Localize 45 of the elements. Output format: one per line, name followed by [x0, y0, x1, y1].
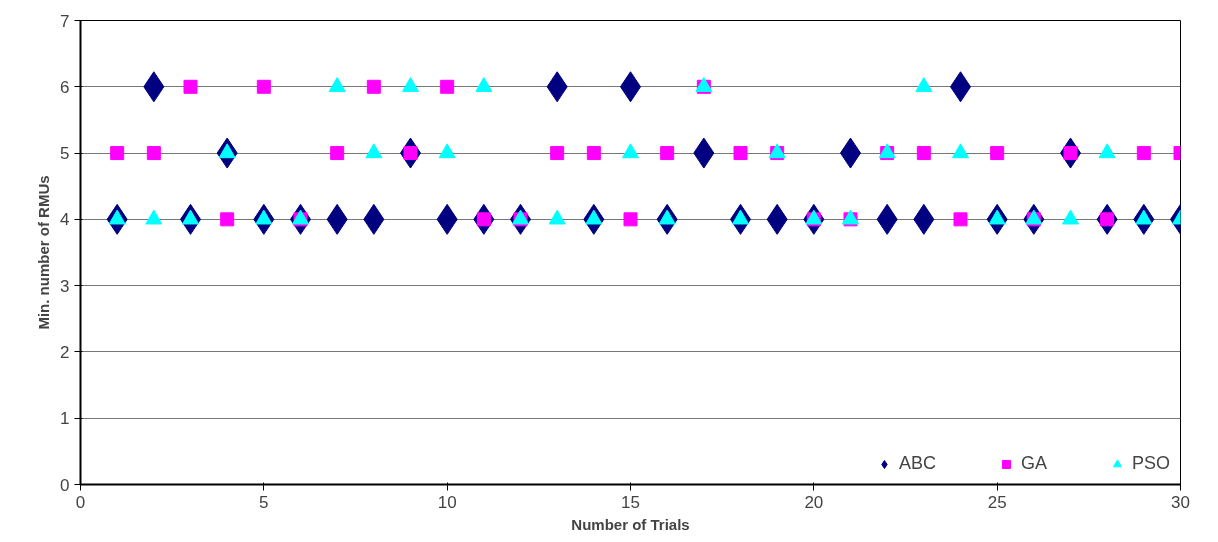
point	[952, 143, 969, 159]
point	[183, 79, 198, 94]
point	[256, 79, 271, 94]
point	[1062, 209, 1079, 225]
y-tick-label: 6	[60, 77, 70, 97]
point	[916, 146, 931, 161]
x-tick-label: 10	[437, 492, 457, 512]
point	[660, 146, 675, 161]
x-tick-label: 5	[259, 492, 269, 512]
point	[440, 79, 455, 94]
point	[438, 143, 456, 159]
point	[1136, 146, 1151, 161]
point	[733, 146, 748, 161]
y-tick-label: 4	[60, 210, 70, 230]
point	[953, 212, 968, 227]
y-axis-title: Min. number of RMUs	[35, 175, 53, 330]
point	[586, 146, 601, 161]
point	[220, 212, 235, 227]
point	[622, 143, 639, 159]
x-tick-label: 25	[987, 492, 1007, 512]
x-tick-label: 15	[621, 492, 640, 512]
legend-label: PSO	[1131, 453, 1170, 474]
x-tick-label: 20	[804, 492, 824, 512]
x-tick-label: 30	[1171, 492, 1190, 512]
point	[990, 146, 1005, 161]
point	[146, 146, 161, 161]
point	[548, 209, 566, 225]
point	[1098, 143, 1116, 159]
point	[366, 79, 381, 94]
point	[330, 146, 345, 161]
x-axis-title: Number of Trials	[571, 515, 690, 533]
y-tick-label: 3	[60, 276, 70, 296]
legend-label: GA	[1020, 453, 1047, 474]
y-tick-label: 1	[60, 409, 70, 429]
y-tick-label: 2	[60, 342, 70, 362]
point	[550, 146, 565, 161]
point	[623, 212, 638, 227]
point	[110, 146, 125, 161]
y-tick-label: 7	[60, 11, 70, 31]
point	[365, 143, 383, 159]
x-tick-label: 0	[75, 492, 86, 512]
legend-label: ABC	[898, 453, 936, 474]
y-tick-label: 0	[60, 475, 70, 495]
point	[145, 209, 163, 225]
y-tick-label: 5	[60, 144, 70, 164]
